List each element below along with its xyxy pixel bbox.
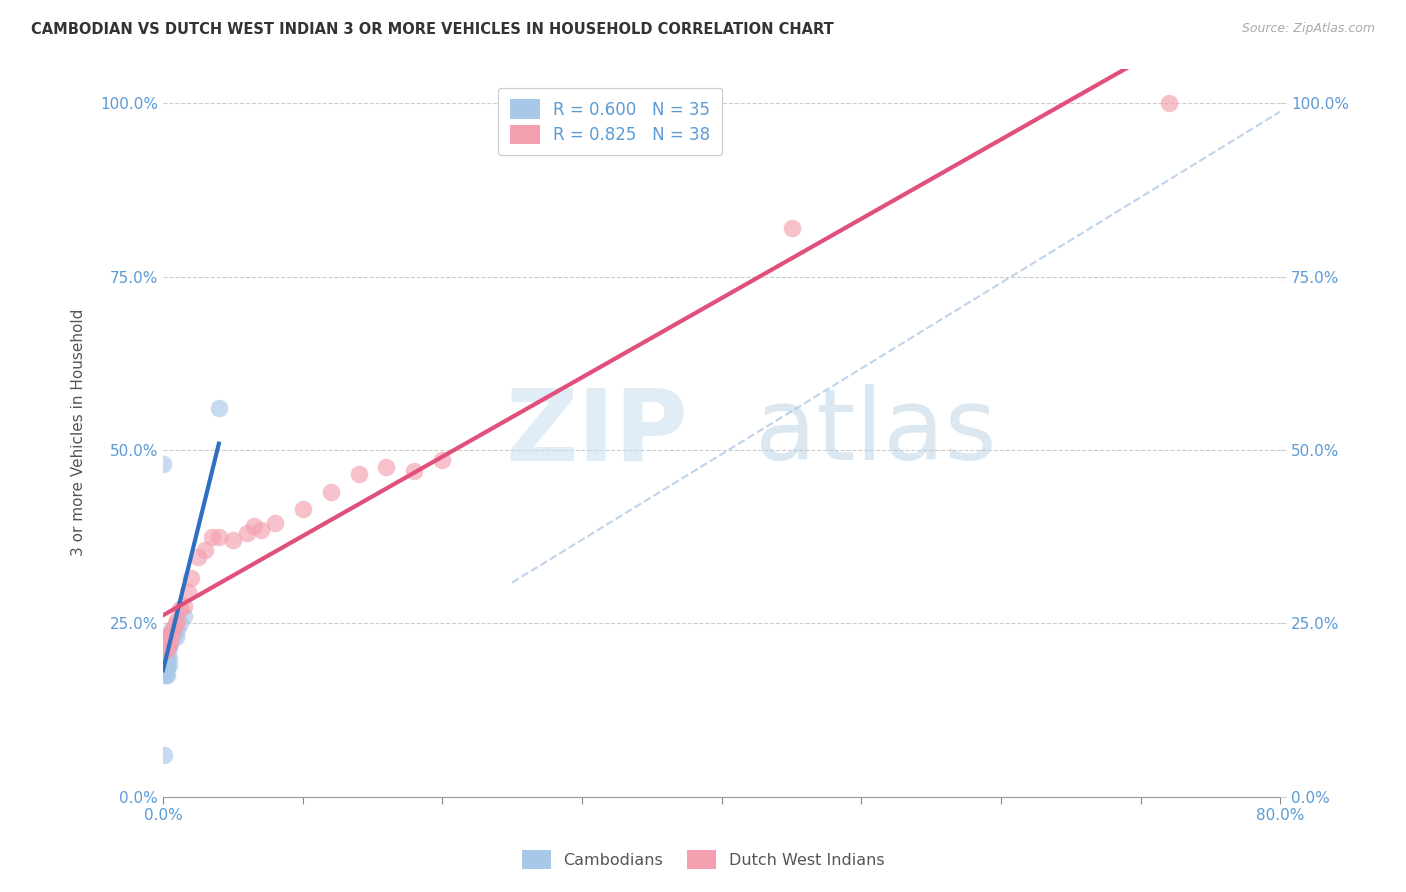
- Point: [780, 221, 803, 235]
- Point: [155, 644, 177, 658]
- Point: [156, 633, 179, 648]
- Point: [177, 585, 200, 599]
- Point: [157, 630, 180, 644]
- Point: [249, 523, 271, 537]
- Point: [157, 657, 180, 672]
- Point: [242, 519, 264, 533]
- Point: [432, 453, 454, 467]
- Point: [194, 543, 217, 558]
- Point: [208, 530, 231, 544]
- Point: [160, 624, 183, 638]
- Text: CAMBODIAN VS DUTCH WEST INDIAN 3 OR MORE VEHICLES IN HOUSEHOLD CORRELATION CHART: CAMBODIAN VS DUTCH WEST INDIAN 3 OR MORE…: [31, 22, 834, 37]
- Point: [173, 609, 195, 624]
- Point: [153, 633, 176, 648]
- Point: [155, 657, 177, 672]
- Point: [156, 661, 179, 675]
- Point: [163, 620, 186, 634]
- Point: [156, 637, 179, 651]
- Point: [152, 457, 174, 471]
- Point: [155, 661, 177, 675]
- Point: [157, 637, 180, 651]
- Point: [404, 464, 426, 478]
- Point: [153, 651, 176, 665]
- Point: [319, 484, 342, 499]
- Point: [156, 640, 179, 655]
- Point: [236, 526, 259, 541]
- Point: [163, 626, 186, 640]
- Point: [208, 401, 231, 416]
- Point: [1157, 96, 1180, 111]
- Point: [156, 668, 179, 682]
- Point: [166, 624, 188, 638]
- Point: [222, 533, 245, 547]
- Y-axis label: 3 or more Vehicles in Household: 3 or more Vehicles in Household: [72, 309, 86, 557]
- Point: [157, 630, 180, 644]
- Point: [347, 467, 370, 482]
- Point: [153, 657, 176, 672]
- Point: [201, 530, 224, 544]
- Point: [165, 630, 187, 644]
- Point: [157, 637, 180, 651]
- Point: [375, 460, 398, 475]
- Point: [180, 571, 202, 585]
- Point: [263, 516, 285, 530]
- Point: [156, 640, 179, 655]
- Point: [155, 637, 177, 651]
- Point: [153, 640, 176, 655]
- Point: [159, 626, 181, 640]
- Text: Source: ZipAtlas.com: Source: ZipAtlas.com: [1241, 22, 1375, 36]
- Point: [155, 651, 177, 665]
- Point: [162, 624, 184, 638]
- Point: [187, 550, 209, 565]
- Point: [169, 616, 191, 631]
- Point: [162, 630, 184, 644]
- Point: [291, 501, 314, 516]
- Point: [159, 637, 181, 651]
- Point: [159, 633, 181, 648]
- Point: [156, 637, 179, 651]
- Legend: Cambodians, Dutch West Indians: Cambodians, Dutch West Indians: [516, 844, 890, 875]
- Point: [160, 630, 183, 644]
- Point: [153, 655, 176, 669]
- Point: [159, 633, 181, 648]
- Text: atlas: atlas: [755, 384, 997, 481]
- Point: [153, 644, 176, 658]
- Legend: R = 0.600   N = 35, R = 0.825   N = 38: R = 0.600 N = 35, R = 0.825 N = 38: [498, 87, 721, 155]
- Point: [157, 651, 180, 665]
- Point: [165, 616, 187, 631]
- Text: ZIP: ZIP: [505, 384, 688, 481]
- Point: [173, 599, 195, 613]
- Point: [153, 747, 176, 762]
- Point: [156, 651, 179, 665]
- Point: [166, 613, 188, 627]
- Point: [155, 668, 177, 682]
- Point: [169, 602, 191, 616]
- Point: [153, 668, 176, 682]
- Point: [156, 657, 179, 672]
- Point: [155, 633, 177, 648]
- Point: [160, 626, 183, 640]
- Point: [155, 644, 177, 658]
- Point: [157, 640, 180, 655]
- Point: [155, 640, 177, 655]
